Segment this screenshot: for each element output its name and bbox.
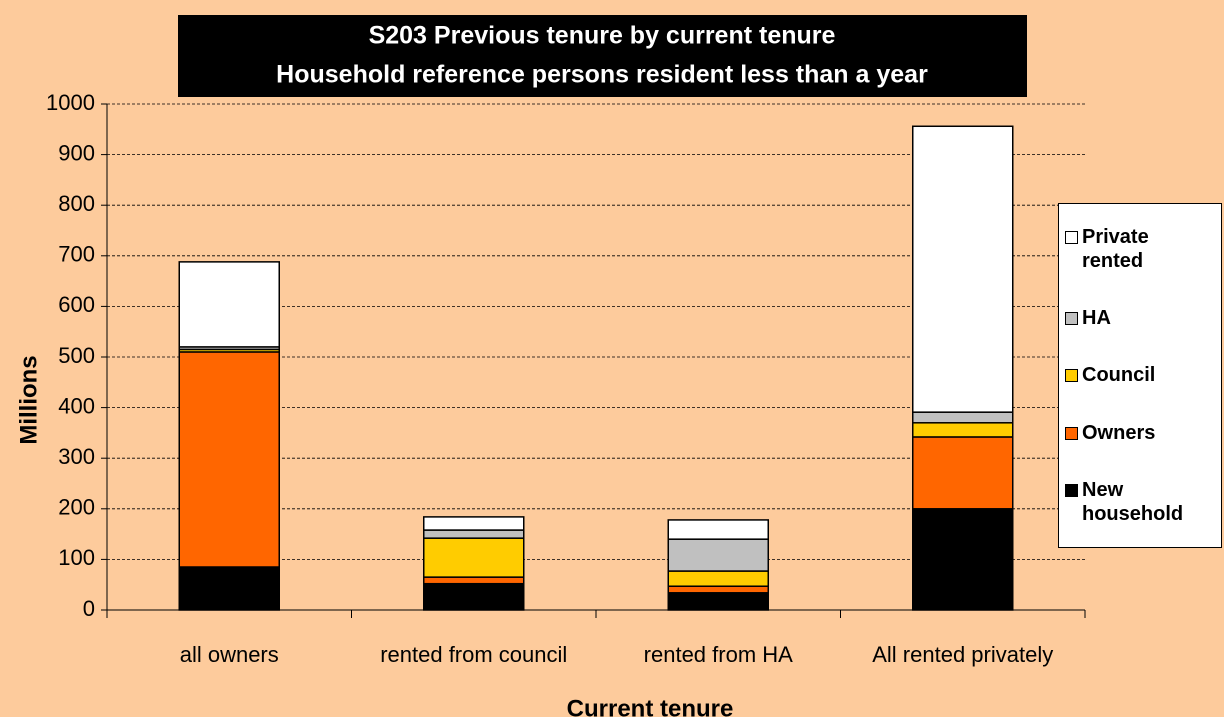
y-tick-label: 900 — [58, 140, 95, 165]
bar-segment — [178, 351, 280, 568]
x-tick-label: rented from HA — [643, 642, 793, 667]
legend-swatch — [1065, 230, 1078, 244]
bar-segment — [912, 411, 1014, 424]
bar-segment — [667, 570, 769, 587]
legend-swatch — [1065, 426, 1078, 440]
bar-segment — [912, 422, 1014, 438]
legend-label: HA — [1082, 307, 1111, 330]
chart-subtitle: Household reference persons resident les… — [276, 61, 928, 89]
bar-segment — [667, 538, 769, 572]
bar-segment — [423, 537, 525, 578]
bar-segment — [912, 125, 1014, 413]
bar-segment — [667, 585, 769, 594]
bar-segment — [178, 261, 280, 348]
legend-label: Owners — [1082, 421, 1156, 444]
legend-label: New household — [1082, 479, 1184, 526]
legend: Private rented HA Council Owners New househo… — [1058, 203, 1222, 548]
y-tick-label: 200 — [58, 495, 95, 520]
y-axis-label: Millions — [15, 355, 42, 444]
bar-segment — [178, 566, 280, 611]
bar-segment — [423, 516, 525, 531]
y-tick-label: 100 — [58, 545, 95, 570]
y-tick-label: 300 — [58, 444, 95, 469]
legend-item: Private rented — [1065, 225, 1215, 273]
legend-swatch — [1065, 484, 1078, 498]
y-tick-label: 0 — [83, 596, 95, 621]
bar-segment — [912, 436, 1014, 510]
bar-segment — [912, 508, 1014, 611]
x-tick-label: rented from council — [380, 642, 568, 667]
legend-swatch — [1065, 312, 1078, 326]
bar-segment — [423, 529, 525, 539]
y-tick-label: 1000 — [46, 90, 95, 115]
y-tick-label: 500 — [58, 343, 95, 368]
legend-item: New household — [1065, 478, 1215, 526]
bar-segment — [423, 576, 525, 585]
bar-segment — [667, 592, 769, 611]
y-tick-label: 700 — [58, 242, 95, 267]
y-tick-label: 800 — [58, 191, 95, 216]
legend-item: HA — [1065, 306, 1215, 330]
bar-segment — [423, 582, 525, 611]
legend-item: Owners — [1065, 421, 1215, 445]
y-tick-label: 400 — [58, 393, 95, 418]
chart-title: S203 Previous tenure by current tenure — [369, 22, 836, 50]
x-tick-label: All rented privately — [872, 642, 1054, 667]
legend-swatch — [1065, 369, 1078, 383]
x-tick-label: all owners — [179, 642, 279, 667]
legend-label: Council — [1082, 364, 1156, 387]
legend-label: Private rented — [1082, 225, 1149, 272]
bar-segment — [667, 519, 769, 540]
legend-item: Council — [1065, 363, 1215, 387]
y-tick-label: 600 — [58, 292, 95, 317]
x-axis-label: Current tenure — [567, 695, 734, 717]
title-box — [178, 15, 1027, 97]
